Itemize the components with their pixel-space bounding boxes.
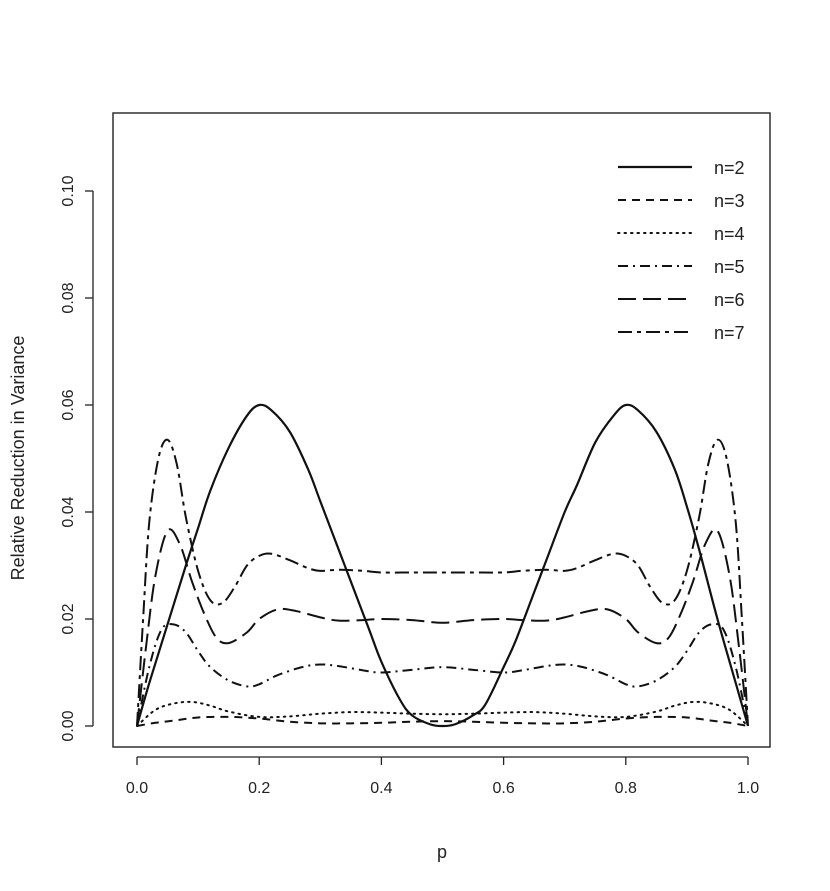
x-tick-label: 0.8	[615, 780, 637, 797]
y-tick-label: 0.04	[60, 496, 77, 527]
legend-label: n=4	[714, 224, 745, 244]
series-layer	[135, 403, 750, 728]
y-axis: 0.00 0.02 0.04 0.06 0.08 0.10	[60, 175, 94, 742]
series-line-n-4	[136, 700, 749, 727]
y-axis-label: Relative Reduction in Variance	[8, 336, 28, 581]
x-tick-label: 0.2	[248, 780, 270, 797]
x-tick-label: 0.6	[492, 780, 514, 797]
series-line-n-7	[136, 438, 749, 727]
plot-frame	[112, 112, 771, 748]
x-tick-label: 1.0	[737, 780, 759, 797]
legend-label: n=6	[714, 290, 745, 310]
series-line-n-2	[135, 403, 750, 728]
x-axis: 0.0 0.2 0.4 0.6 0.8 1.0	[126, 756, 759, 797]
legend-label: n=3	[714, 191, 745, 211]
series-line-n-3	[136, 715, 749, 727]
series-line-n-5	[136, 622, 749, 727]
x-tick-label: 0.0	[126, 780, 148, 797]
x-axis-label: p	[437, 842, 447, 862]
y-tick-label: 0.06	[60, 389, 77, 420]
y-tick-label: 0.00	[60, 710, 77, 741]
y-tick-label: 0.02	[60, 603, 77, 634]
x-tick-label: 0.4	[370, 780, 392, 797]
series-line-n-6	[136, 528, 749, 727]
legend: n=2 n=3 n=4 n=5 n=6 n=7	[617, 158, 745, 343]
y-tick-label: 0.10	[60, 175, 77, 206]
legend-label: n=2	[714, 158, 745, 178]
legend-label: n=5	[714, 257, 745, 277]
y-tick-label: 0.08	[60, 282, 77, 313]
legend-label: n=7	[714, 323, 745, 343]
